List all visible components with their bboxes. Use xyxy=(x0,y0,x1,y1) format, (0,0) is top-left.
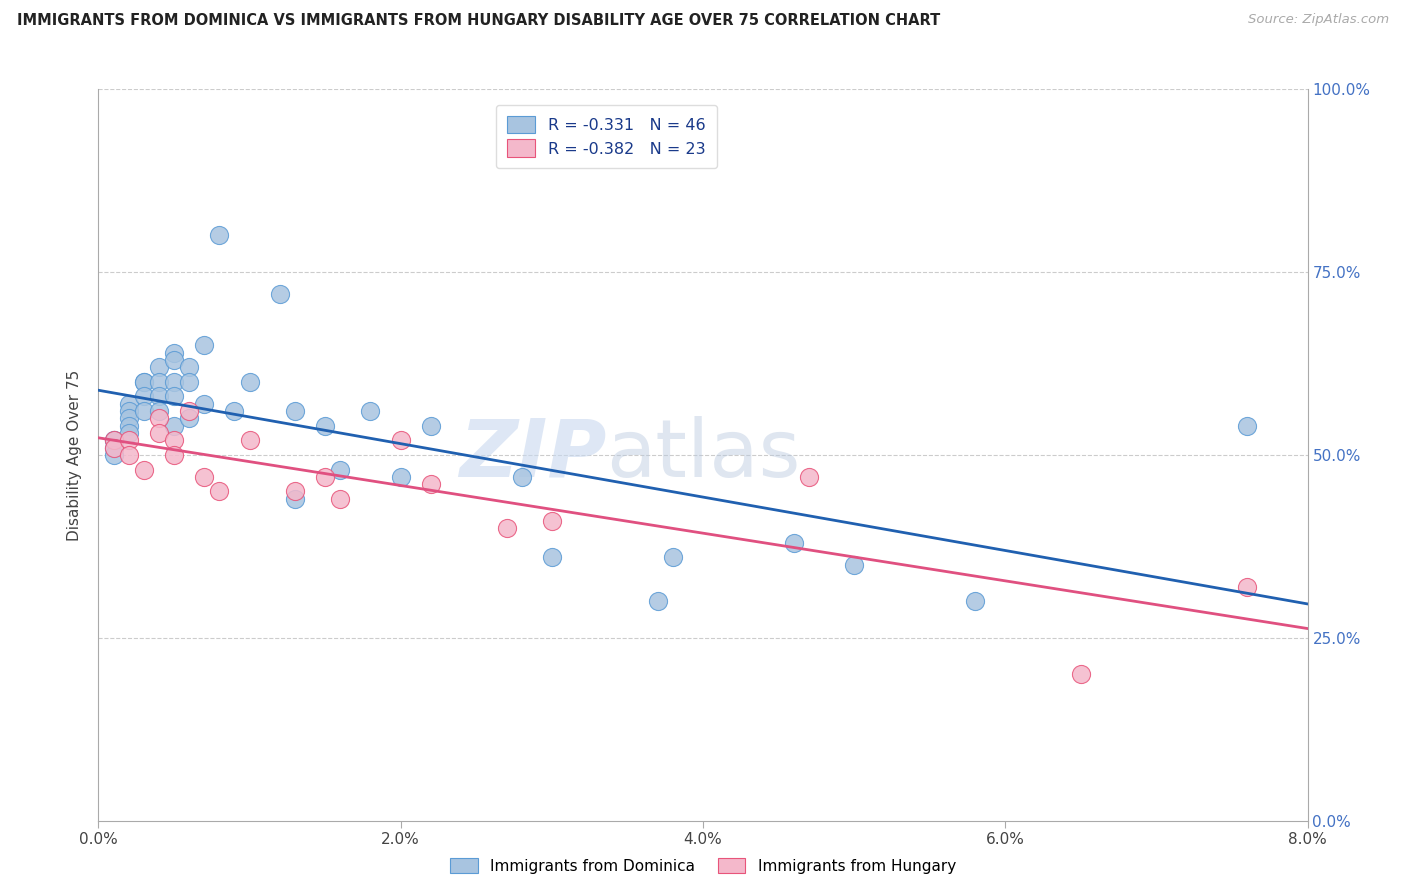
Point xyxy=(103,448,125,462)
Point xyxy=(118,411,141,425)
Point xyxy=(103,441,125,455)
Point xyxy=(179,375,201,389)
Point xyxy=(541,514,564,528)
Point xyxy=(103,434,125,448)
Point xyxy=(284,484,307,499)
Point xyxy=(314,418,336,433)
Point xyxy=(163,434,186,448)
Point xyxy=(360,404,382,418)
Point xyxy=(148,411,170,425)
Point xyxy=(389,470,412,484)
Point xyxy=(163,448,186,462)
Point xyxy=(118,397,141,411)
Point xyxy=(132,375,155,389)
Point xyxy=(193,397,215,411)
Point xyxy=(662,550,685,565)
Point xyxy=(783,535,806,549)
Point xyxy=(647,594,669,608)
Point xyxy=(148,375,170,389)
Text: atlas: atlas xyxy=(606,416,800,494)
Point xyxy=(148,389,170,403)
Point xyxy=(420,418,443,433)
Point xyxy=(193,338,215,352)
Point xyxy=(163,389,186,403)
Point xyxy=(103,434,125,448)
Point xyxy=(1070,667,1092,681)
Point xyxy=(224,404,246,418)
Point xyxy=(132,389,155,403)
Point xyxy=(208,228,231,243)
Point xyxy=(118,448,141,462)
Y-axis label: Disability Age Over 75: Disability Age Over 75 xyxy=(67,369,83,541)
Point xyxy=(179,404,201,418)
Point xyxy=(269,287,291,301)
Legend: Immigrants from Dominica, Immigrants from Hungary: Immigrants from Dominica, Immigrants fro… xyxy=(444,852,962,880)
Point xyxy=(797,470,820,484)
Point xyxy=(495,521,517,535)
Point xyxy=(148,404,170,418)
Point xyxy=(193,470,215,484)
Point xyxy=(163,352,186,367)
Point xyxy=(1236,580,1258,594)
Point xyxy=(179,411,201,425)
Point xyxy=(148,425,170,440)
Point xyxy=(329,462,352,476)
Point xyxy=(132,375,155,389)
Point xyxy=(118,434,141,448)
Point xyxy=(132,462,155,476)
Point xyxy=(239,375,262,389)
Point xyxy=(208,484,231,499)
Point xyxy=(389,434,412,448)
Text: ZIP: ZIP xyxy=(458,416,606,494)
Point xyxy=(118,425,141,440)
Point xyxy=(314,470,336,484)
Point xyxy=(510,470,533,484)
Point xyxy=(965,594,987,608)
Point xyxy=(1236,418,1258,433)
Point xyxy=(163,345,186,359)
Point xyxy=(541,550,564,565)
Point xyxy=(148,360,170,375)
Point xyxy=(163,418,186,433)
Point xyxy=(284,404,307,418)
Point xyxy=(420,477,443,491)
Point xyxy=(239,434,262,448)
Text: IMMIGRANTS FROM DOMINICA VS IMMIGRANTS FROM HUNGARY DISABILITY AGE OVER 75 CORRE: IMMIGRANTS FROM DOMINICA VS IMMIGRANTS F… xyxy=(17,13,941,29)
Point xyxy=(163,375,186,389)
Point xyxy=(329,491,352,506)
Point xyxy=(179,360,201,375)
Point xyxy=(103,441,125,455)
Point xyxy=(118,404,141,418)
Point xyxy=(284,491,307,506)
Point xyxy=(118,418,141,433)
Text: Source: ZipAtlas.com: Source: ZipAtlas.com xyxy=(1249,13,1389,27)
Legend: R = -0.331   N = 46, R = -0.382   N = 23: R = -0.331 N = 46, R = -0.382 N = 23 xyxy=(495,104,717,168)
Point xyxy=(844,558,866,572)
Point xyxy=(103,434,125,448)
Point xyxy=(132,404,155,418)
